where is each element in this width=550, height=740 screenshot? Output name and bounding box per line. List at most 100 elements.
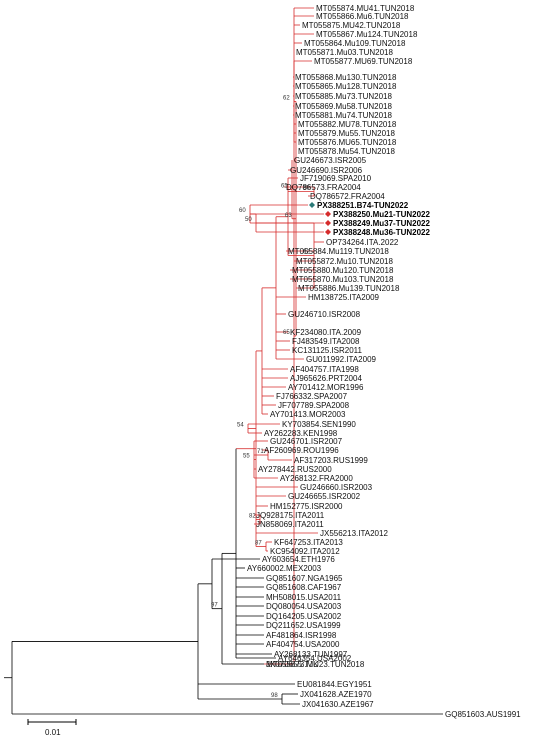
leaf-label: AF481864.ISR1998 (266, 631, 337, 640)
leaf-label: MT055877.MU69.TUN2018 (314, 57, 413, 66)
leaf-label: GU246660.ISR2003 (300, 483, 373, 492)
leaf-label: JX041628.AZE1970 (300, 690, 372, 699)
leaf-label: JX070655.TJK (266, 660, 319, 669)
bootstrap-value: 54 (237, 423, 244, 429)
leaf-label: GQ851607.NGA1965 (266, 574, 343, 583)
bootstrap-value: 60 (239, 208, 246, 214)
bootstrap-value: 99 (303, 186, 310, 192)
leaf-label: KC131125.ISR2011 (292, 346, 363, 355)
bootstrap-value: 98 (271, 693, 278, 699)
bootstrap-value: 87 (255, 541, 262, 547)
leaf-label: MT055884.Mu119.TUN2018 (288, 247, 389, 256)
leaf-label: AY660002.MEX2003 (247, 564, 322, 573)
leaf-label: GU246655.ISR2002 (288, 492, 361, 501)
scale-bar: 0.01 (27, 719, 77, 737)
bootstrap-value: 65 (283, 330, 290, 336)
bootstrap-value: 50 (245, 217, 252, 223)
leaf-label: MT055876.MU65.TUN2018 (298, 138, 397, 147)
leaf-label: AF317203.RUS1999 (294, 456, 368, 465)
leaf-label: MT055869.Mu58.TUN2018 (295, 102, 392, 111)
leaf-label: HM152775.ISR2000 (270, 502, 343, 511)
leaf-label: DQ211652.USA1999 (266, 621, 341, 630)
bootstrap-value: 63 (285, 213, 292, 219)
leaf-label: MT055886.Mu139.TUN2018 (298, 284, 400, 293)
leaf-label: PX388251.B74-TUN2022 (317, 201, 409, 210)
leaf-label: KF234080.ITA.2009 (290, 328, 362, 337)
leaf-label: DQ080054.USA2003 (266, 602, 342, 611)
leaf-label: JX556213.ITA2012 (320, 529, 388, 538)
leaf-label: HM138725.ITA2009 (308, 293, 380, 302)
leaf-label: AY268132.FRA2000 (280, 474, 353, 483)
leaf-label: GQ851608.CAF1967 (266, 583, 342, 592)
leaf-label: AY603654.ETH1976 (262, 555, 335, 564)
bootstrap-value: 62 (283, 96, 290, 102)
leaf-label: JF707789.SPA2008 (278, 401, 350, 410)
leaf-label: DQ164205.USA2002 (266, 612, 342, 621)
leaf-label: MT055878.Mu54.TUN2018 (298, 147, 395, 156)
leaf-label: MT055865.Mu128.TUN2018 (295, 82, 397, 91)
leaf-label: AF404754.USA2000 (266, 640, 340, 649)
leaf-label: MT055871.Mu03.TUN2018 (296, 48, 393, 57)
leaf-label: DQ786572.FRA2004 (310, 192, 385, 201)
leaf-label: JF719069.SPA2010 (300, 174, 372, 183)
bootstrap-value: 65 (281, 183, 288, 189)
leaf-label: MT055866.Mu6.TUN2018 (316, 12, 409, 21)
leaf-label: GU246701.ISR2007 (270, 437, 343, 446)
leaf-label: JX041630.AZE1967 (302, 700, 374, 709)
red-diamond-marker (325, 229, 331, 235)
leaf-label: MT055864.Mu109.TUN2018 (304, 39, 406, 48)
leaf-label: AF260969.ROU1996 (264, 446, 339, 455)
bootstrap-value: 71 (257, 449, 264, 455)
leaf-label: JN858069.ITA2011 (256, 520, 324, 529)
leaf-label: KC954092.ITA2012 (270, 547, 340, 556)
leaf-label: DQ786573.FRA2004 (286, 183, 361, 192)
leaf-label: AY278442.RUS2000 (258, 465, 332, 474)
bootstrap-value: 82 (303, 250, 310, 256)
leaf-label: AY646354.USA2002 (278, 654, 352, 663)
leaf-label: GU246710.ISR2008 (288, 310, 361, 319)
leaf-label: AJ965626.PRT2004 (290, 374, 362, 383)
leaf-label: MT055873.MU23.TUN2018 (266, 660, 365, 669)
leaf-label: MT055881.Mu74.TUN2018 (295, 111, 392, 120)
leaf-label: AY268133.TUN1997 (274, 650, 348, 659)
leaf-label: PX388248.Mu36-TUN2022 (333, 228, 430, 237)
leaf-label: GU246673.ISR2005 (294, 156, 367, 165)
leaf-label: MH508015.USA2011 (266, 593, 342, 602)
leaf-label: MT055870.Mu103.TUN2018 (292, 275, 394, 284)
leaf-label: AY701412.MOR1996 (288, 383, 364, 392)
leaf-label: MT055875.MU42.TUN2018 (302, 21, 401, 30)
leaf-label: GQ851603.AUS1991 (445, 710, 521, 719)
leaf-label: GU246690.ISR2006 (290, 166, 363, 175)
leaf-label: FJ766332.SPA2007 (276, 392, 348, 401)
leaf-label: JQ928175.ITA2011 (256, 511, 325, 520)
leaf-label: MT055867.Mu124.TUN2018 (316, 30, 418, 39)
leaf-label: PX388250.Mu21-TUN2022 (333, 210, 430, 219)
leaf-label: AY262283.KEN1998 (264, 429, 338, 438)
bootstrap-value: 97 (211, 603, 218, 609)
leaf-label: MT055872.Mu10.TUN2018 (296, 257, 393, 266)
bootstrap-value: 55 (243, 454, 250, 460)
bootstrap-value: 82 (249, 514, 256, 520)
leaf-label: MT055868.Mu130.TUN2018 (295, 73, 397, 82)
leaf-label: MT055880.Mu120.TUN2018 (292, 266, 394, 275)
leaf-label: EU081844.EGY1951 (297, 680, 372, 689)
leaf-label: MT055874.MU41.TUN2018 (316, 4, 415, 13)
leaf-label: AY701413.MOR2003 (270, 410, 346, 419)
leaf-label: FJ483549.ITA2008 (292, 337, 360, 346)
red-diamond-marker (325, 211, 331, 217)
tree-branches (4, 7, 443, 715)
blue-diamond-marker (309, 202, 315, 208)
red-diamond-marker (325, 220, 331, 226)
leaf-label: OP734264.ITA.2022 (326, 238, 399, 247)
scale-bar-label: 0.01 (45, 728, 61, 737)
leaf-label: GU011992.ITA2009 (306, 355, 377, 364)
leaf-label: KY703854.SEN1990 (282, 420, 356, 429)
leaf-label: MT055879.Mu55.TUN2018 (298, 129, 395, 138)
tree-labels: GQ851603.AUS1991 JX041628.AZE1970JX041630… (211, 4, 521, 719)
leaf-label: KF647253.ITA2013 (274, 538, 343, 547)
leaf-label: PX388249.Mu37-TUN2022 (333, 219, 430, 228)
leaf-label: MT055885.Mu73.TUN2018 (295, 92, 392, 101)
leaf-label: AF404757.ITA1998 (290, 365, 359, 374)
leaf-label: MT055882.MU78.TUN2018 (298, 120, 397, 129)
